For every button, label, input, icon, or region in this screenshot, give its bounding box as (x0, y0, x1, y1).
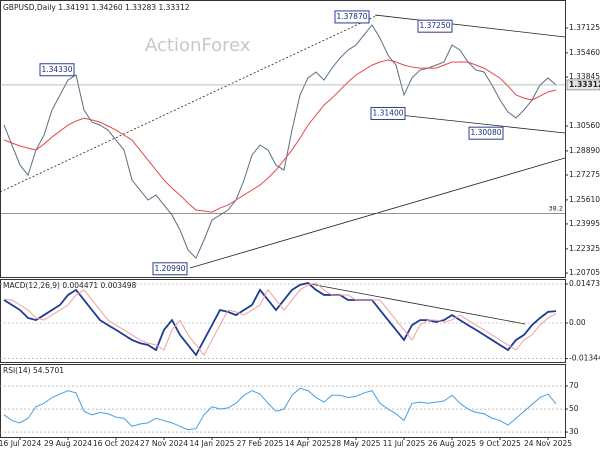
last-price-label: 1.33312 (569, 80, 600, 89)
series-line (3, 24, 557, 259)
annotation-label: 1.30080 (470, 128, 501, 137)
annotation-box (468, 126, 504, 140)
rsi-panel (0, 364, 566, 438)
series-line (3, 387, 557, 431)
x-tick-label: 11 Jul 2025 (383, 439, 426, 448)
x-tick-label: 28 May 2025 (332, 439, 381, 448)
rsi-title: RSI(14) (3, 366, 31, 375)
annotation-label: 1.37870 (336, 12, 367, 21)
annotation-label: 1.34330 (41, 65, 72, 74)
annotation: 1.34330 (39, 63, 75, 77)
y-tick-label: 50 (569, 404, 579, 413)
y-tick-label: 30 (569, 427, 579, 436)
y-tick-label: 70 (569, 381, 579, 390)
annotation-label: 1.37250 (419, 21, 450, 30)
x-tick-label: 29 Aug 2024 (44, 439, 92, 448)
annotation-label: 1.31400 (372, 108, 403, 117)
macd-last: 0.004471 (62, 281, 98, 290)
last-price-tag (566, 79, 600, 91)
y-tick-label: 1.22325 (569, 244, 600, 253)
x-tick-label: 27 Feb 2025 (237, 439, 284, 448)
y-tick-label: 1.28890 (569, 146, 600, 155)
y-tick-label: 1.30560 (569, 121, 600, 130)
x-tick-label: 14 Jan 2025 (190, 439, 235, 448)
macd-trend-line (304, 282, 526, 325)
y-tick-label: 1.27275 (569, 170, 600, 179)
annotation-box (370, 106, 406, 120)
annotation: 1.20990 (152, 262, 188, 276)
close: 1.33312 (158, 3, 189, 12)
x-tick-label: 14 Apr 2025 (285, 439, 332, 448)
high: 1.34260 (92, 3, 123, 12)
signal-last: 0.003498 (101, 281, 137, 290)
x-tick-label: 9 Oct 2025 (479, 439, 521, 448)
symbol: GBPUSD,Daily (3, 3, 56, 12)
open: 1.34191 (58, 3, 89, 12)
rsi-last: 54.5701 (33, 366, 64, 375)
y-tick-label: 1.23995 (569, 219, 600, 228)
annotation-label: 1.20990 (154, 264, 185, 273)
y-tick-label: 1.35460 (569, 48, 600, 57)
x-tick-label: 16 Jul 2024 (0, 439, 41, 448)
y-tick-label: 1.37125 (569, 23, 600, 32)
series-line (3, 282, 557, 356)
annotation: 1.31400 (370, 106, 406, 120)
macd-panel (0, 279, 566, 363)
annotation-box (39, 63, 75, 77)
low: 1.33283 (125, 3, 156, 12)
channel-line (374, 14, 566, 38)
x-tick-label: 16 Oct 2024 (93, 439, 140, 448)
rsi-header: RSI(14) 54.5701 (3, 366, 64, 375)
annotation: 1.37250 (417, 19, 453, 33)
annotation-box (417, 19, 453, 33)
y-tick-label: 1.25610 (569, 195, 600, 204)
annotation-box (152, 262, 188, 276)
y-tick-label: 0.00 (569, 318, 586, 327)
y-tick-label: 1.20705 (569, 268, 600, 277)
watermark: ActionForex (145, 35, 251, 56)
price-panel (0, 0, 566, 278)
trend-line (0, 14, 379, 193)
y-tick-label: -0.013442 (569, 354, 600, 363)
series-line (3, 59, 557, 213)
annotation-box (334, 10, 370, 24)
macd-title: MACD(12,26,9) (3, 281, 60, 290)
annotation: 1.37870 (334, 10, 370, 24)
y-tick-label: 1.33845 (569, 72, 600, 81)
header: GBPUSD,Daily 1.34191 1.34260 1.33283 1.3… (3, 3, 190, 12)
y-tick-label: 0.014734 (569, 279, 600, 288)
macd-header: MACD(12,26,9) 0.004471 0.003498 (3, 281, 137, 290)
annotation: 1.30080 (468, 126, 504, 140)
x-tick-label: 26 Aug 2025 (428, 439, 476, 448)
x-tick-label: 24 Nov 2025 (524, 439, 572, 448)
x-tick-label: 27 Nov 2024 (140, 439, 188, 448)
fib-label: 38.2 (549, 204, 563, 212)
